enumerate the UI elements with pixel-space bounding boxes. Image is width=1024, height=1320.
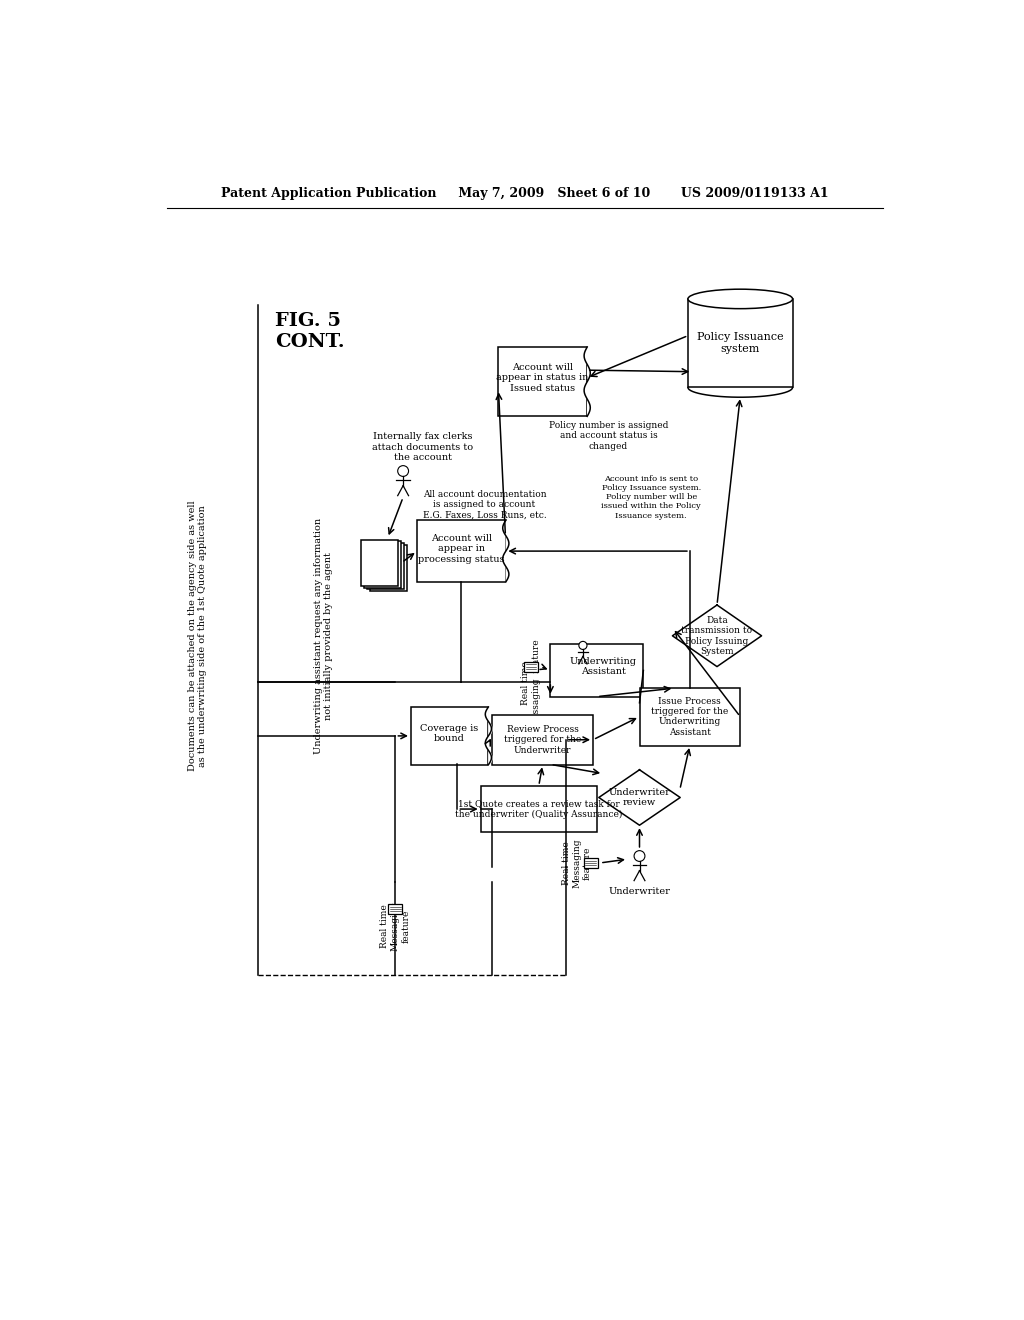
Text: Account will
appear in status in
Issued status: Account will appear in status in Issued …	[497, 363, 589, 393]
Text: Underwriter
review: Underwriter review	[608, 788, 671, 808]
FancyBboxPatch shape	[550, 644, 643, 697]
FancyBboxPatch shape	[524, 661, 538, 672]
FancyBboxPatch shape	[480, 785, 597, 832]
FancyBboxPatch shape	[584, 858, 598, 869]
Text: Patent Application Publication     May 7, 2009   Sheet 6 of 10       US 2009/011: Patent Application Publication May 7, 20…	[221, 186, 828, 199]
Text: Documents can be attached on the agency side as well
as the underwriting side of: Documents can be attached on the agency …	[188, 500, 208, 771]
Text: Issue Process
triggered for the
Underwriting
Assistant: Issue Process triggered for the Underwri…	[651, 697, 728, 737]
Text: 1st Quote creates a review task for
the underwriter (Quality Assurance): 1st Quote creates a review task for the …	[455, 800, 623, 818]
Text: Underwriting assistant request any information
not initially provided by the age: Underwriting assistant request any infor…	[313, 517, 333, 754]
FancyBboxPatch shape	[640, 688, 740, 746]
Text: Account will
appear in
processing status: Account will appear in processing status	[418, 533, 505, 564]
Circle shape	[397, 466, 409, 477]
FancyBboxPatch shape	[688, 298, 793, 388]
Text: Underwriting
Assistant: Underwriting Assistant	[569, 657, 637, 676]
Text: Underwriter: Underwriter	[608, 887, 671, 896]
Text: Real time
Messaging
feature: Real time Messaging feature	[381, 902, 411, 950]
Text: All account documentation
is assigned to account
E.G. Faxes, Loss Runs, etc.: All account documentation is assigned to…	[423, 490, 547, 520]
Text: Coverage is
bound: Coverage is bound	[421, 723, 479, 743]
Text: Internally fax clerks
attach documents to
the account: Internally fax clerks attach documents t…	[372, 432, 473, 462]
Circle shape	[579, 642, 587, 649]
FancyBboxPatch shape	[498, 347, 587, 416]
FancyBboxPatch shape	[411, 708, 488, 764]
Ellipse shape	[688, 289, 793, 309]
Text: Policy number is assigned
and account status is
changed: Policy number is assigned and account st…	[549, 421, 669, 450]
Circle shape	[634, 850, 645, 862]
Text: Review Process
triggered for the
Underwriter: Review Process triggered for the Underwr…	[504, 725, 582, 755]
Polygon shape	[673, 605, 762, 667]
FancyBboxPatch shape	[365, 541, 401, 587]
FancyBboxPatch shape	[361, 540, 398, 586]
FancyBboxPatch shape	[417, 520, 506, 582]
FancyBboxPatch shape	[493, 714, 593, 764]
FancyBboxPatch shape	[370, 545, 407, 591]
Text: Real time
Messaging
feature: Real time Messaging feature	[562, 838, 592, 888]
FancyBboxPatch shape	[367, 544, 404, 590]
Text: Data
transmission to
Policy Issuing
System: Data transmission to Policy Issuing Syst…	[681, 615, 753, 656]
Polygon shape	[599, 770, 680, 825]
Text: Account info is sent to
Policy Issuance system.
Policy number will be
issued wit: Account info is sent to Policy Issuance …	[601, 475, 701, 520]
Text: Real time
Messaging  feature: Real time Messaging feature	[521, 639, 541, 727]
FancyBboxPatch shape	[388, 904, 402, 915]
Text: Policy Issuance
system: Policy Issuance system	[697, 333, 783, 354]
Text: FIG. 5
CONT.: FIG. 5 CONT.	[275, 313, 345, 351]
